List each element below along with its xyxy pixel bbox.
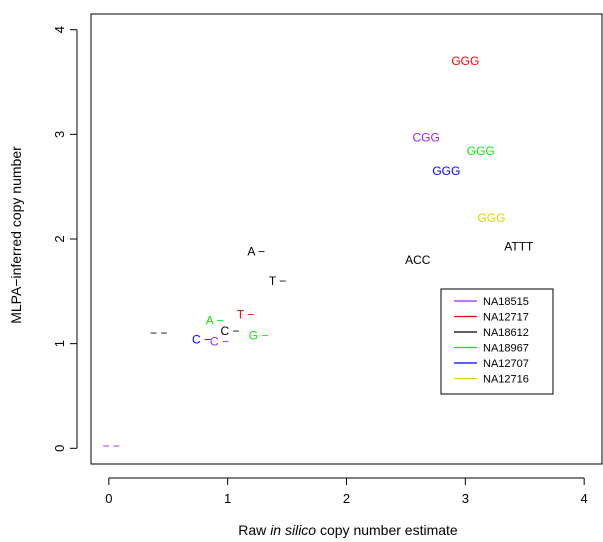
- legend: NA18515 NA12717 NA18612 NA18967 NA12707 NA127…: [440, 288, 554, 395]
- point-label: A −: [206, 314, 224, 328]
- legend-label: NA18515: [483, 296, 529, 308]
- legend-label: NA12717: [483, 312, 529, 324]
- point-label: ATTT: [504, 239, 534, 253]
- legend-label: NA12716: [483, 374, 529, 386]
- point-label: C −: [221, 324, 240, 338]
- x-axis-title-part: Raw: [238, 522, 270, 538]
- legend-box: [440, 288, 554, 395]
- y-tick-label: 3: [52, 131, 67, 138]
- y-tick-label: 2: [52, 235, 67, 242]
- x-axis-title: Raw in silico copy number estimate: [238, 522, 458, 538]
- point-label: A −: [247, 245, 265, 259]
- point-label: − −: [150, 326, 167, 340]
- y-tick-label: 1: [52, 340, 67, 347]
- point-label: GGG: [451, 54, 479, 68]
- x-tick-label: 3: [462, 491, 469, 506]
- x-tick-label: 0: [105, 491, 112, 506]
- point-label: C −: [192, 332, 211, 346]
- point-label: T −: [269, 274, 286, 288]
- y-tick-label: 0: [52, 445, 67, 452]
- point-label: ACC: [405, 253, 431, 267]
- point-label: G −: [249, 328, 269, 342]
- point-label: GGG: [432, 164, 460, 178]
- point-label: GGG: [477, 211, 505, 225]
- point-label: GGG: [467, 144, 495, 158]
- point-label: C −: [210, 335, 229, 349]
- y-axis: 0 1 2 3 4: [52, 26, 78, 452]
- legend-label: NA18612: [483, 327, 529, 339]
- x-axis-title-part: in silico: [270, 522, 316, 538]
- point-label: T −: [237, 307, 254, 321]
- point-label: CGG: [412, 130, 439, 144]
- legend-label: NA18967: [483, 343, 529, 355]
- x-tick-label: 2: [343, 491, 350, 506]
- point-label: − −: [103, 439, 120, 453]
- x-axis-title-part: copy number estimate: [316, 522, 458, 538]
- x-axis: 0 1 2 3 4: [105, 477, 588, 506]
- y-axis-title: MLPA−inferred copy number: [8, 146, 24, 324]
- x-tick-label: 4: [581, 491, 588, 506]
- plot-frame: [90, 13, 603, 465]
- legend-label: NA12707: [483, 358, 529, 370]
- x-tick-label: 1: [224, 491, 231, 506]
- y-tick-label: 4: [52, 26, 67, 33]
